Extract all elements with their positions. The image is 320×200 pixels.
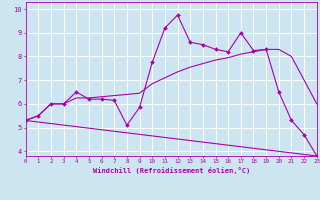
X-axis label: Windchill (Refroidissement éolien,°C): Windchill (Refroidissement éolien,°C) (92, 167, 250, 174)
